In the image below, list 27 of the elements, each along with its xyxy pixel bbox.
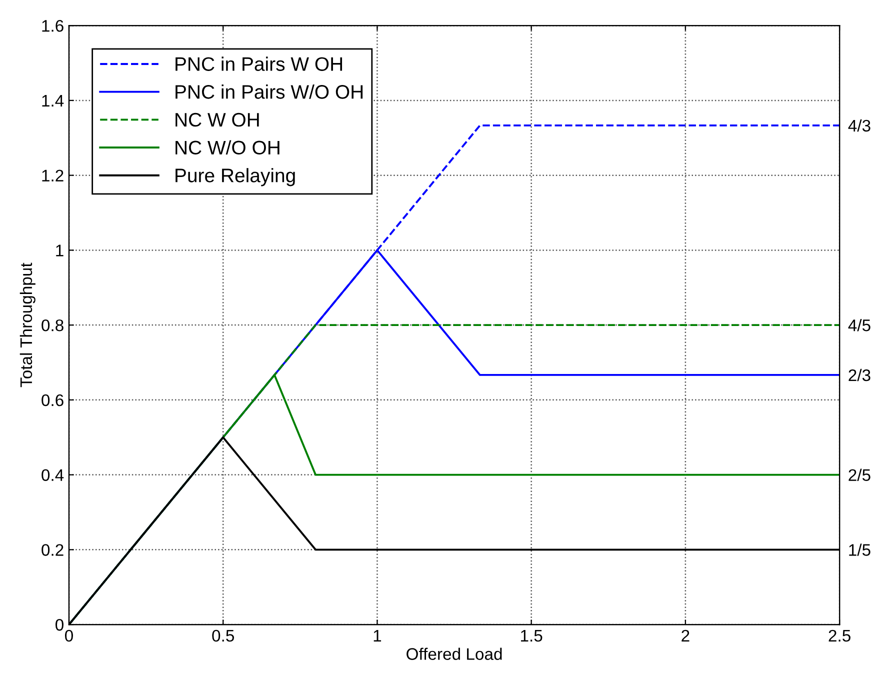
y2-tick-label: 2/5 (848, 468, 870, 482)
y-tick-label: 0.8 (42, 319, 64, 332)
x-tick-label: 1 (374, 630, 382, 642)
y-tick-label: 1.2 (42, 170, 64, 182)
legend-label: PNC in Pairs W/O OH (176, 84, 363, 99)
y-tick-label: 1.6 (42, 20, 64, 32)
y-tick-label: 1 (56, 244, 64, 256)
y2-tick-label: 1/5 (849, 544, 870, 556)
x-tick-label: 0 (65, 630, 73, 642)
y2-tick-label: 4/5 (848, 319, 870, 332)
y-tick-label: 1.4 (42, 95, 64, 106)
legend-label: NC W OH (176, 112, 259, 127)
x-tick-label: 2.5 (828, 630, 850, 642)
legend-label: PNC in Pairs W OH (176, 56, 342, 71)
y-tick-label: 0.4 (42, 469, 64, 482)
x-tick-label: 1.5 (521, 630, 542, 642)
x-tick-label: 2 (682, 630, 690, 642)
x-tick-label: 0.5 (212, 630, 234, 642)
legend-label: NC W/O OH (176, 140, 280, 155)
y-tick-label: 0 (56, 618, 64, 631)
legend-label: Pure Relaying (176, 168, 295, 186)
y2-tick-label: 2/3 (848, 368, 870, 382)
y-axis-title: Total Throughput (20, 262, 36, 388)
x-axis-title: Offered Load (406, 648, 502, 660)
y-tick-label: 0.6 (42, 394, 64, 406)
y-tick-label: 0.2 (42, 544, 64, 556)
y2-tick-label: 4/3 (848, 119, 870, 132)
